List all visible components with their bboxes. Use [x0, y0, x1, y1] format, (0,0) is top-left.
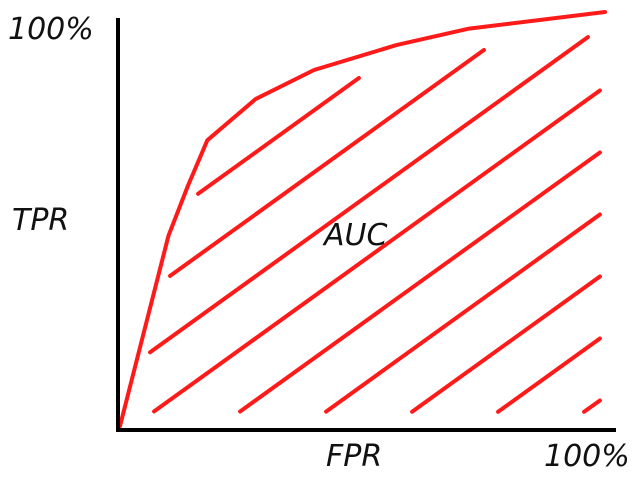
y-axis-label: TPR [12, 203, 69, 238]
hatch-line-2 [148, 35, 590, 355]
hatch-line-8 [582, 398, 602, 414]
auc-hatching [148, 35, 602, 414]
y-tick-label-max: 100% [8, 12, 94, 47]
hatch-line-0 [196, 76, 361, 196]
hatch-line-1 [168, 48, 486, 278]
x-axis-label: FPR [326, 439, 382, 474]
hatch-line-6 [410, 274, 602, 414]
hatch-line-3 [152, 88, 602, 414]
hatch-line-5 [324, 212, 602, 414]
hatch-line-4 [238, 150, 602, 414]
auc-annotation: AUC [322, 218, 387, 253]
hatch-line-7 [496, 336, 602, 414]
x-tick-label-max: 100% [544, 439, 630, 474]
roc-curve-line [118, 10, 607, 428]
